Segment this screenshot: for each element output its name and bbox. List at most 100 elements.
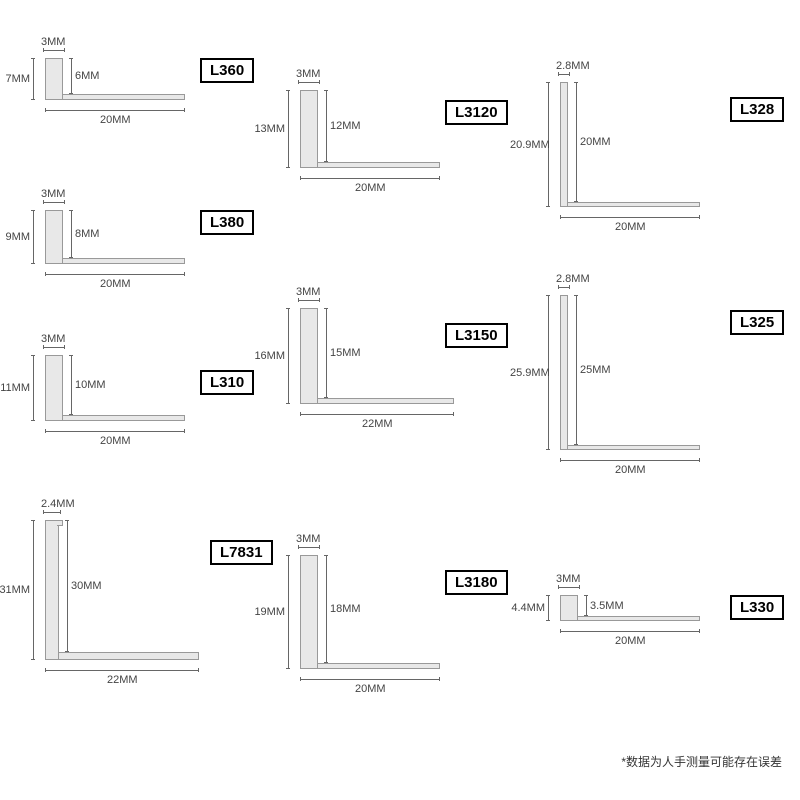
dim-inner: 20MM [580, 136, 611, 148]
dim-line-top [558, 587, 580, 588]
dim-left: 7MM [0, 73, 30, 85]
dim-bottom: 20MM [100, 114, 131, 126]
dim-top: 3MM [296, 68, 320, 80]
dim-bottom: 20MM [355, 182, 386, 194]
dim-bottom: 22MM [362, 418, 393, 430]
dim-line-inner [71, 210, 72, 258]
dim-line-left [288, 90, 289, 168]
profile-horizontal [300, 398, 454, 404]
dim-line-left [33, 58, 34, 100]
dim-line-bottom [560, 631, 700, 632]
dim-left: 25.9MM [510, 367, 545, 379]
profile-horizontal [45, 94, 185, 100]
footnote-text: *数据为人手测量可能存在误差 [621, 753, 782, 770]
dim-bottom: 20MM [100, 278, 131, 290]
dim-top: 2.4MM [41, 498, 75, 510]
dim-line-left [33, 210, 34, 264]
dim-left: 13MM [250, 123, 285, 135]
profile-label: L325 [730, 310, 784, 335]
profile-label: L330 [730, 595, 784, 620]
dim-inner: 10MM [75, 379, 106, 391]
dim-top: 2.8MM [556, 273, 590, 285]
dim-line-top [43, 202, 65, 203]
dim-line-left [288, 555, 289, 669]
dim-line-top [43, 347, 65, 348]
dim-line-inner [326, 90, 327, 162]
profile-label: L310 [200, 370, 254, 395]
profile-vertical [45, 355, 63, 421]
dim-line-top [298, 547, 320, 548]
dim-line-inner [71, 355, 72, 415]
dim-inner: 25MM [580, 364, 611, 376]
profile-vertical [560, 295, 568, 450]
dim-line-inner [67, 520, 68, 652]
dim-left: 19MM [250, 606, 285, 618]
dim-line-bottom [560, 217, 700, 218]
dim-left: 4.4MM [510, 602, 545, 614]
dim-top: 3MM [41, 188, 65, 200]
dim-top: 2.8MM [556, 60, 590, 72]
profile-vertical [560, 595, 578, 621]
profile-label: L328 [730, 97, 784, 122]
profile-label: L380 [200, 210, 254, 235]
profile-horizontal [560, 202, 700, 207]
dim-line-left [548, 595, 549, 621]
profile-vertical [45, 58, 63, 100]
dim-bottom: 20MM [615, 464, 646, 476]
dim-line-top [43, 512, 61, 513]
dim-left: 11MM [0, 382, 30, 394]
dim-line-bottom [45, 110, 185, 111]
dim-bottom: 22MM [107, 674, 138, 686]
dim-line-bottom [300, 679, 440, 680]
dim-inner: 18MM [330, 603, 361, 615]
profile-vertical [45, 520, 59, 660]
dim-line-inner [326, 308, 327, 398]
dim-bottom: 20MM [355, 683, 386, 695]
dim-top: 3MM [41, 333, 65, 345]
profile-vertical [300, 90, 318, 168]
dim-top: 3MM [296, 286, 320, 298]
dim-bottom: 20MM [615, 635, 646, 647]
dim-line-top [298, 300, 320, 301]
profile-vertical [300, 308, 318, 404]
profile-label: L7831 [210, 540, 273, 565]
dim-inner: 3.5MM [590, 600, 624, 612]
dim-inner: 30MM [71, 580, 102, 592]
dim-line-bottom [45, 274, 185, 275]
dim-top: 3MM [556, 573, 580, 585]
dim-line-top [43, 50, 65, 51]
dim-line-bottom [560, 460, 700, 461]
dim-left: 20.9MM [510, 139, 545, 151]
dim-top: 3MM [41, 36, 65, 48]
dim-left: 9MM [0, 231, 30, 243]
profile-horizontal [45, 258, 185, 264]
dim-line-inner [586, 595, 587, 616]
dim-left: 31MM [0, 584, 30, 596]
profile-horizontal [300, 663, 440, 669]
profile-horizontal [560, 445, 700, 450]
dim-line-inner [576, 295, 577, 445]
dim-line-top [298, 82, 320, 83]
dim-line-left [33, 520, 34, 660]
profile-horizontal [560, 616, 700, 621]
profile-label: L3150 [445, 323, 508, 348]
profile-label: L3180 [445, 570, 508, 595]
profile-horizontal [45, 652, 199, 660]
profile-label: L360 [200, 58, 254, 83]
dim-line-left [288, 308, 289, 404]
profile-vertical [45, 210, 63, 264]
dim-bottom: 20MM [100, 435, 131, 447]
profile-lip [57, 520, 63, 526]
dim-line-inner [576, 82, 577, 202]
dim-left: 16MM [250, 350, 285, 362]
profile-vertical [300, 555, 318, 669]
dim-line-bottom [300, 178, 440, 179]
dim-inner: 8MM [75, 228, 99, 240]
dim-inner: 12MM [330, 120, 361, 132]
dim-top: 3MM [296, 533, 320, 545]
profile-vertical [560, 82, 568, 207]
dim-inner: 6MM [75, 70, 99, 82]
dim-line-inner [71, 58, 72, 94]
profile-horizontal [300, 162, 440, 168]
dim-line-inner [326, 555, 327, 663]
